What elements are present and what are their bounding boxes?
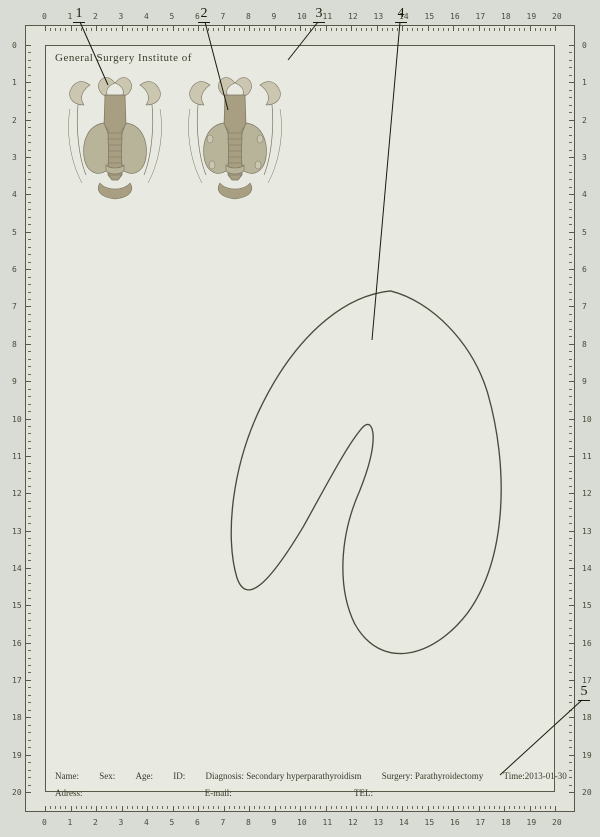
callout-5: 5 [578, 684, 590, 701]
tel-field: TEL: [354, 785, 373, 802]
thyroid-outline-svg [200, 250, 540, 680]
photo-area: 0000111122223333444455556666777788889999… [0, 0, 600, 837]
thyroid-path [231, 291, 501, 654]
callout-3: 3 [313, 6, 325, 23]
id-field: ID: [173, 768, 185, 785]
footer: Name: Sex: Age: ID: Diagnosis: Secondary… [55, 768, 545, 802]
anatomy-posterior [180, 75, 290, 205]
footer-row-2: Adress: E-mail: TEL: [55, 785, 545, 802]
callout-1: 1 [73, 6, 85, 23]
surgery-field: Surgery: Parathyroidectomy [382, 768, 484, 785]
address-field: Adress: [55, 785, 83, 802]
page-title: General Surgery Institute of [55, 52, 192, 64]
time-field: Time:2013-01-30 [504, 768, 567, 785]
thyroid-outline [200, 250, 540, 680]
page-root: 0000111122223333444455556666777788889999… [0, 0, 600, 837]
sex-field: Sex: [99, 768, 115, 785]
footer-row-1: Name: Sex: Age: ID: Diagnosis: Secondary… [55, 768, 545, 785]
anatomy-anterior-svg [60, 75, 170, 205]
age-field: Age: [136, 768, 154, 785]
callout-2: 2 [198, 6, 210, 23]
diagnosis-field: Diagnosis: Secondary hyperparathyroidism [206, 768, 362, 785]
anatomy-anterior [60, 75, 170, 205]
callout-4: 4 [395, 6, 407, 23]
name-field: Name: [55, 768, 79, 785]
email-field: E-mail: [205, 785, 232, 802]
anatomy-posterior-svg [180, 75, 290, 205]
